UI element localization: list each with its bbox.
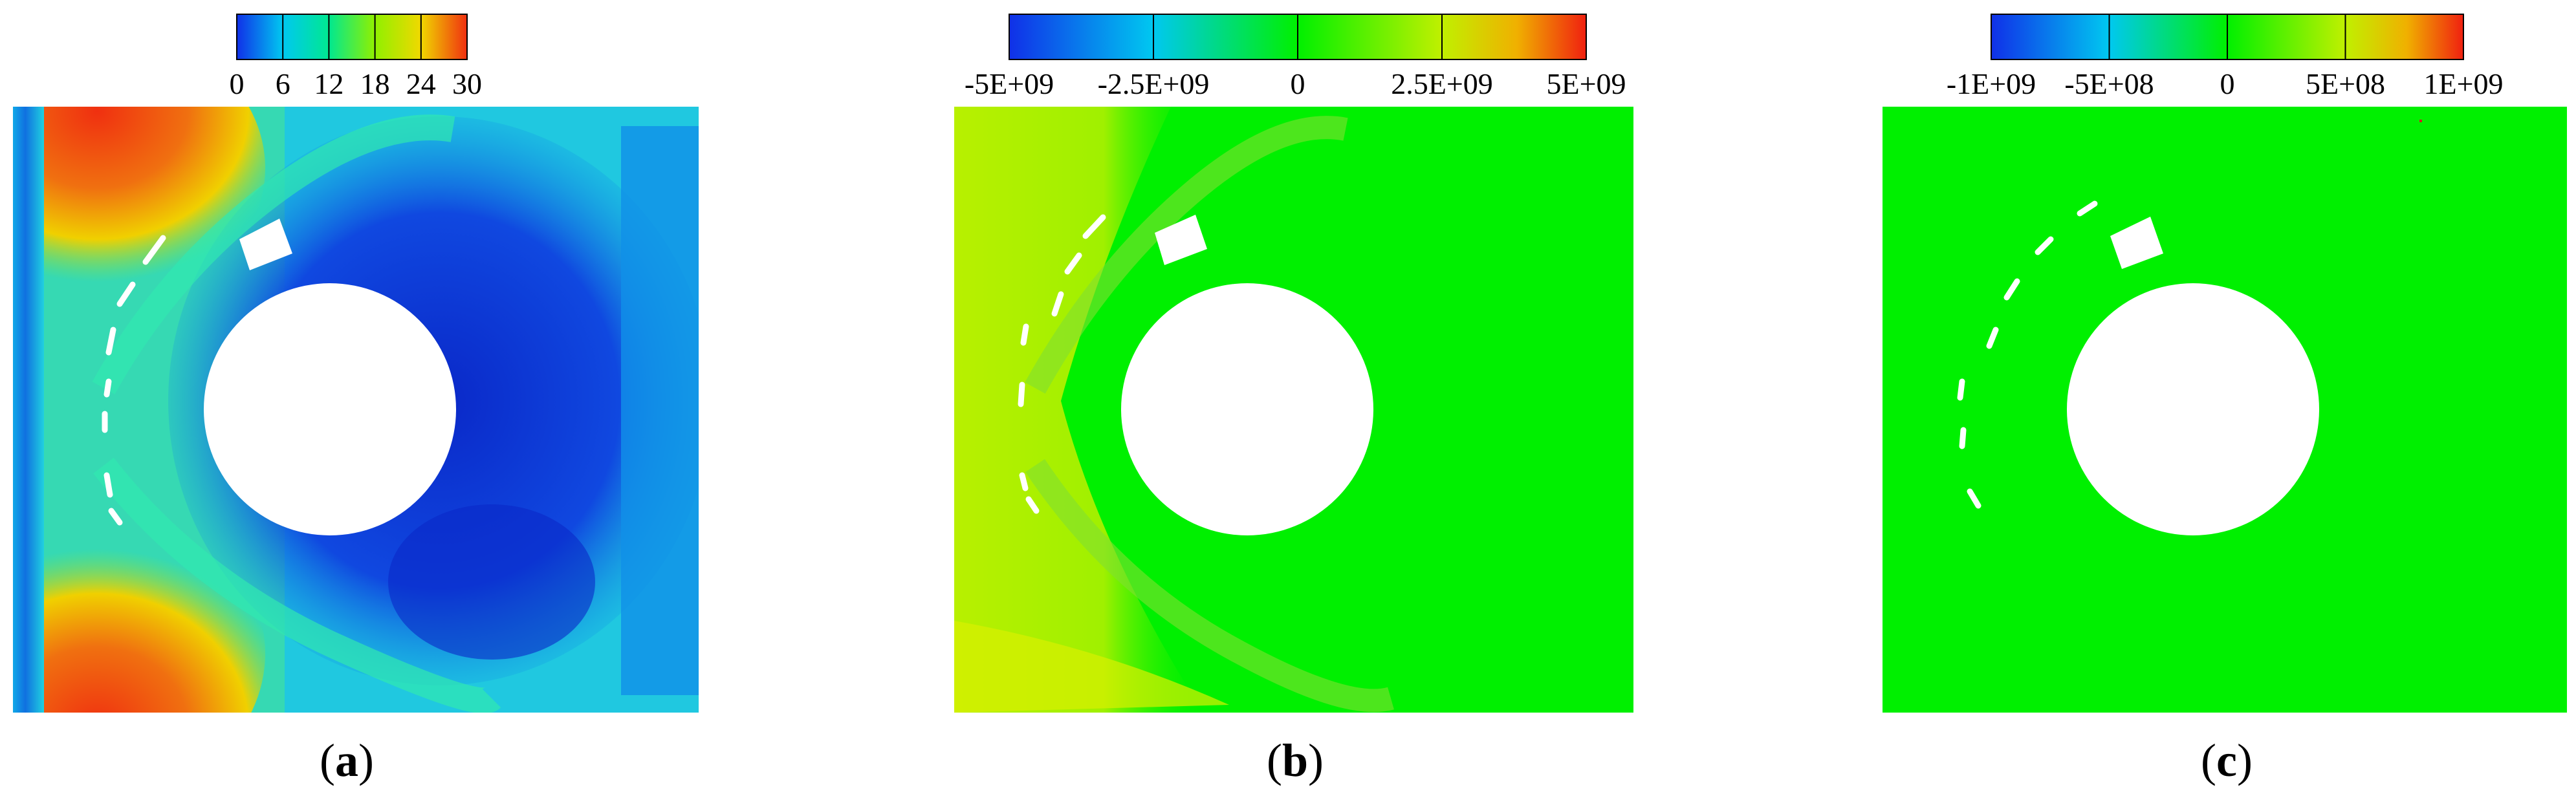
contour-b <box>954 107 1633 713</box>
colorbar-tick-label: 0 <box>2220 67 2235 100</box>
field-b-upstream <box>954 107 1203 713</box>
colorbar-c-dividers <box>2108 14 2346 59</box>
field-a-inlet <box>13 107 44 713</box>
cylinder-c <box>2067 283 2319 535</box>
colorbar-b: -5E+09 -2.5E+09 0 2.5E+09 5E+09 <box>965 14 1626 100</box>
blades-b <box>1018 214 1106 514</box>
cylinder-b <box>1121 283 1373 535</box>
blades-c <box>1957 200 2098 509</box>
colorbar-a-dividers <box>282 14 422 59</box>
colorbar-tick-label: 1E+09 <box>2423 67 2503 100</box>
colorbar-tick-label: 2.5E+09 <box>1391 67 1493 100</box>
colorbar-tick-label: -1E+09 <box>1947 67 2036 100</box>
blade-b-4 <box>1020 323 1029 346</box>
blade-b-7 <box>1025 496 1040 514</box>
colorbar-tick-label: 24 <box>406 67 436 100</box>
field-a-shear-bottom <box>93 457 501 713</box>
colorbar-b-ticks: -5E+09 -2.5E+09 0 2.5E+09 5E+09 <box>965 67 1626 100</box>
panel-b: -5E+09 -2.5E+09 0 2.5E+09 5E+09 (b) <box>954 14 1633 786</box>
panel-c: -1E+09 -5E+08 0 5E+08 1E+09 (c) <box>1883 14 2567 786</box>
colorbar-c-ticks: -1E+09 -5E+08 0 5E+08 1E+09 <box>1947 67 2504 100</box>
blade-b-1 <box>1082 214 1106 239</box>
contour-a <box>13 107 699 713</box>
field-b-shear-bottom <box>1025 459 1394 713</box>
obstacle-c <box>2110 217 2163 269</box>
blade-a-4 <box>104 378 112 398</box>
colorbar-tick-label: -5E+09 <box>965 67 1054 100</box>
blade-c-3 <box>2003 278 2020 301</box>
colorbar-tick-label: 12 <box>314 67 344 100</box>
field-b-hot-bottom <box>954 621 1229 713</box>
colorbar-tick-label: 5E+08 <box>2306 67 2385 100</box>
caption-b: (b) <box>1267 735 1324 786</box>
blade-c-7 <box>1967 488 1981 509</box>
obstacle-b <box>1155 215 1207 265</box>
blade-b-6 <box>1019 472 1029 491</box>
blade-b-5 <box>1018 382 1025 407</box>
blade-a-3 <box>105 327 116 356</box>
blade-c-1 <box>2077 200 2098 217</box>
blade-a-6 <box>104 472 113 498</box>
colorbar-tick-label: -2.5E+09 <box>1098 67 1210 100</box>
blade-b-3 <box>1051 291 1064 317</box>
colorbar-tick-label: 6 <box>276 67 290 100</box>
cylinder-a <box>204 283 456 535</box>
colorbar-tick-label: 5E+09 <box>1546 67 1626 100</box>
blade-c-4 <box>1986 327 1999 349</box>
blade-c-6 <box>1959 427 1967 449</box>
blade-b-2 <box>1064 252 1082 275</box>
colorbar-tick-label: 0 <box>1291 67 1305 100</box>
colorbar-tick-label: 18 <box>360 67 390 100</box>
colorbar-b-dividers <box>1153 14 1443 59</box>
blade-a-7 <box>108 508 123 526</box>
field-a-wake-core <box>388 504 595 660</box>
blade-a-2 <box>116 281 136 307</box>
colorbar-tick-label: 0 <box>230 67 245 100</box>
contour-c <box>1883 107 2567 713</box>
blades-a <box>102 235 166 526</box>
field-a-shear-top <box>92 114 455 394</box>
panel-a: 0 6 12 18 24 30 <box>13 14 699 786</box>
field-c-speck <box>2419 120 2422 122</box>
colorbar-c: -1E+09 -5E+08 0 5E+08 1E+09 <box>1947 14 2504 100</box>
blade-c-2 <box>2035 236 2054 255</box>
blade-c-5 <box>1957 378 1965 401</box>
obstacle-a <box>239 219 292 270</box>
colorbar-tick-label: -5E+08 <box>2064 67 2154 100</box>
colorbar-a-ticks: 0 6 12 18 24 30 <box>230 67 483 100</box>
caption-a: (a) <box>320 735 374 786</box>
field-a-outlet <box>621 126 699 695</box>
colorbar-tick-label: 30 <box>452 67 482 100</box>
colorbar-a: 0 6 12 18 24 30 <box>230 14 483 100</box>
field-b-shear-top <box>1025 116 1348 394</box>
blade-a-1 <box>142 235 166 265</box>
colorbar-a-gradient <box>236 14 468 60</box>
caption-c: (c) <box>2201 735 2253 786</box>
